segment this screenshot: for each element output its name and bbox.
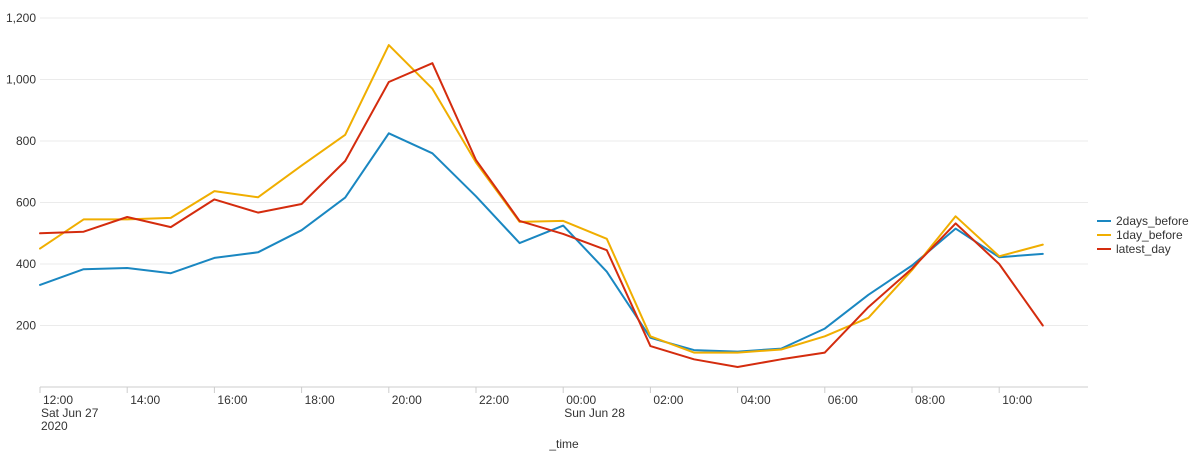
gridlines [40, 17, 1088, 326]
x-tick-label: 18:00 [305, 393, 335, 407]
x-axis-title: _time [548, 437, 579, 451]
x-tick-label: 14:00 [130, 393, 160, 407]
x-tick-sublabel: Sun Jun 28 [564, 406, 625, 420]
x-tick-label: 22:00 [479, 393, 509, 407]
x-tick-sublabel: 2020 [41, 419, 68, 433]
x-tick-label: 10:00 [1002, 393, 1032, 407]
x-tick-label: 20:00 [392, 393, 422, 407]
y-tick-label: 800 [16, 134, 36, 148]
x-tick-label: 16:00 [217, 393, 247, 407]
series-line-latest_day [39, 62, 1044, 368]
x-tick-sublabel: Sat Jun 27 [41, 406, 99, 420]
legend-label: 2days_before [1116, 214, 1189, 228]
x-tick-label: 08:00 [915, 393, 945, 407]
x-tick-label: 12:00 [43, 393, 73, 407]
x-tick-label: 04:00 [741, 393, 771, 407]
y-tick-label: 200 [16, 319, 36, 333]
series-lines [39, 44, 1044, 368]
series-line-2days_before [39, 132, 1044, 353]
x-tick-label: 00:00 [566, 393, 596, 407]
y-tick-label: 1,000 [6, 73, 36, 87]
y-tick-label: 400 [16, 257, 36, 271]
y-tick-label: 1,200 [6, 11, 36, 25]
legend-label: latest_day [1116, 242, 1171, 256]
legend-label: 1day_before [1116, 228, 1183, 242]
y-tick-label: 600 [16, 196, 36, 210]
x-tick-label: 02:00 [653, 393, 683, 407]
y-axis-ticks: 200 400 600 800 1,000 1,200 [6, 11, 36, 333]
x-tick-label: 06:00 [828, 393, 858, 407]
series-line-1day_before [39, 44, 1044, 354]
